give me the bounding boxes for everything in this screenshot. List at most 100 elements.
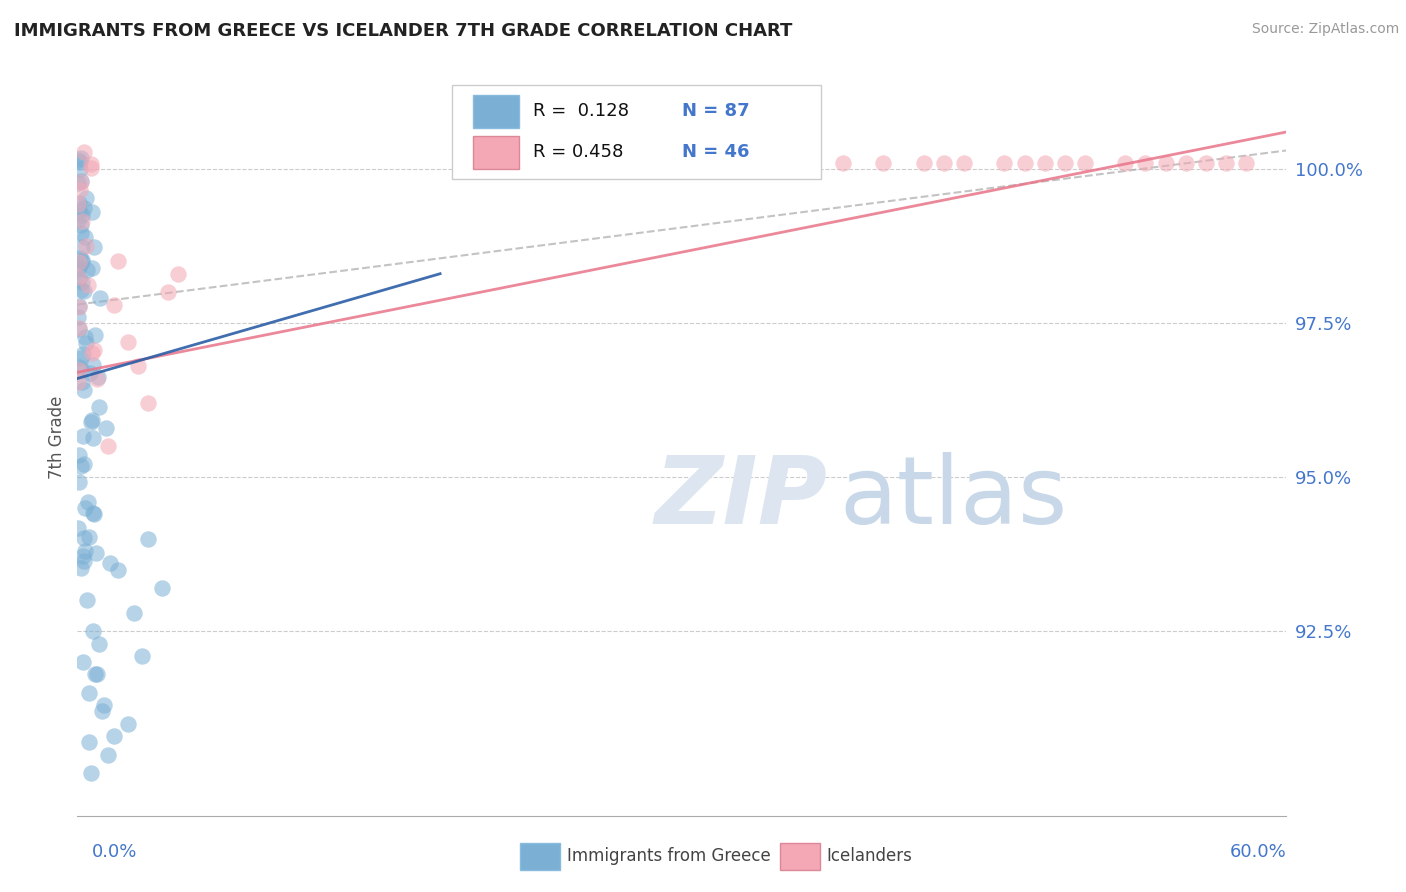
Point <box>84 545 107 559</box>
Point <box>70 254 93 268</box>
Point <box>67 360 90 375</box>
Point <box>117 334 139 349</box>
Point <box>98 557 121 571</box>
Point <box>157 285 180 300</box>
Point <box>103 297 125 311</box>
Point <box>69 162 91 177</box>
Point <box>67 213 90 227</box>
Point <box>1074 155 1097 169</box>
Point <box>1195 155 1218 169</box>
Point <box>107 254 129 268</box>
Point <box>93 698 115 713</box>
Point <box>1033 155 1056 169</box>
Point <box>89 291 111 305</box>
Point <box>70 275 93 289</box>
Point <box>80 415 103 429</box>
Point <box>72 655 94 669</box>
Point <box>1053 155 1076 169</box>
Point <box>76 593 98 607</box>
Point <box>69 154 91 169</box>
Point <box>67 363 90 377</box>
Text: N = 87: N = 87 <box>682 102 749 120</box>
Point <box>80 205 103 219</box>
Point <box>70 151 93 165</box>
Point <box>84 667 107 681</box>
Point <box>72 549 94 563</box>
Point <box>75 500 97 515</box>
Point <box>67 153 90 167</box>
Point <box>83 343 105 357</box>
Point <box>75 544 97 558</box>
Point <box>67 375 90 389</box>
Text: Icelanders: Icelanders <box>827 847 912 865</box>
Text: N = 46: N = 46 <box>682 143 749 161</box>
Point <box>80 766 103 780</box>
Point <box>82 624 104 639</box>
Point <box>792 155 814 169</box>
Point <box>82 506 104 520</box>
Point <box>75 336 97 351</box>
Point <box>72 429 94 443</box>
Point <box>79 686 101 700</box>
Point <box>75 239 97 253</box>
Point <box>70 362 93 376</box>
Point <box>80 260 103 275</box>
Point <box>67 254 90 268</box>
Text: Immigrants from Greece: Immigrants from Greece <box>567 847 770 865</box>
Point <box>832 155 855 169</box>
Point <box>70 208 93 222</box>
Point <box>82 413 104 427</box>
Point <box>73 284 96 298</box>
Point <box>77 530 100 544</box>
Point <box>136 532 159 546</box>
Point <box>67 196 90 211</box>
Point <box>69 351 91 366</box>
Point <box>86 667 108 681</box>
Point <box>127 359 149 374</box>
Point <box>69 183 91 197</box>
Point <box>79 735 101 749</box>
Point <box>77 495 100 509</box>
Point <box>72 457 94 471</box>
Point <box>136 396 159 410</box>
Point <box>83 240 105 254</box>
Y-axis label: 7th Grade: 7th Grade <box>48 395 66 479</box>
Point <box>70 214 93 228</box>
Point <box>70 174 93 188</box>
Point <box>96 439 118 453</box>
Point <box>772 155 794 169</box>
Point <box>1174 155 1197 169</box>
Point <box>150 581 173 595</box>
Point <box>67 310 90 325</box>
Text: Source: ZipAtlas.com: Source: ZipAtlas.com <box>1251 22 1399 37</box>
Point <box>79 157 101 171</box>
Point <box>912 155 935 169</box>
Point <box>67 322 90 336</box>
Text: IMMIGRANTS FROM GREECE VS ICELANDER 7TH GRADE CORRELATION CHART: IMMIGRANTS FROM GREECE VS ICELANDER 7TH … <box>14 22 793 40</box>
Point <box>872 155 894 169</box>
Point <box>711 155 734 169</box>
Point <box>79 161 101 175</box>
Point <box>67 197 90 211</box>
Point <box>932 155 955 169</box>
Point <box>90 705 112 719</box>
Point <box>79 366 101 380</box>
Text: R =  0.128: R = 0.128 <box>533 102 628 120</box>
Point <box>96 747 118 762</box>
Point <box>73 383 96 397</box>
Point <box>75 230 97 244</box>
Point <box>167 267 190 281</box>
Point <box>70 175 93 189</box>
Text: R = 0.458: R = 0.458 <box>533 143 623 161</box>
Point <box>67 260 90 274</box>
Point <box>1114 155 1136 169</box>
Point <box>72 346 94 360</box>
Point <box>67 177 90 191</box>
Point <box>1014 155 1036 169</box>
Point <box>82 431 104 445</box>
Point <box>1154 155 1177 169</box>
Point <box>73 330 96 344</box>
Point <box>67 271 90 285</box>
Point <box>69 283 91 297</box>
Text: ZIP: ZIP <box>654 451 827 544</box>
